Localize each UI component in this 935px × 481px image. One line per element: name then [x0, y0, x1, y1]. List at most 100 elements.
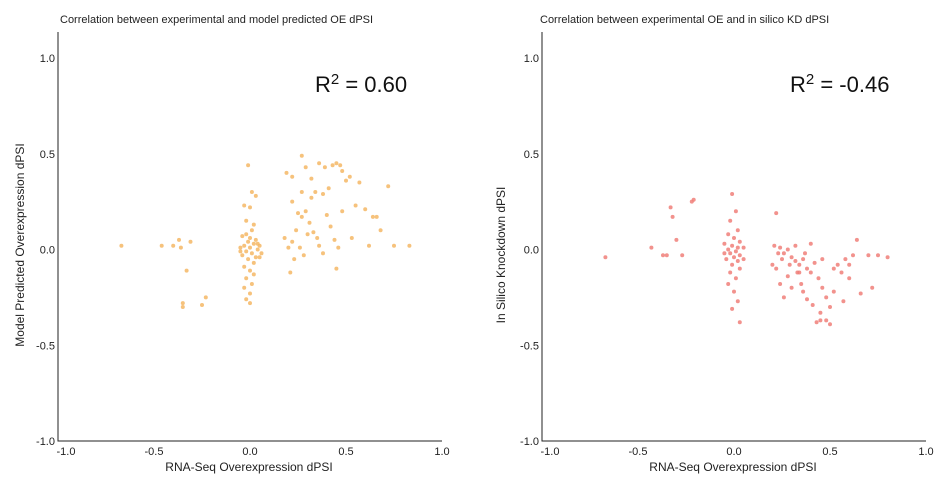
scatter-point: [303, 165, 308, 170]
x-tick-label: 1.0: [434, 446, 449, 458]
scatter-point: [805, 266, 809, 271]
scatter-point: [392, 243, 396, 248]
scatter-point: [248, 301, 252, 306]
scatter-point: [282, 236, 287, 240]
scatter-point: [370, 214, 375, 219]
scatter-point: [159, 243, 164, 248]
scatter-point: [311, 230, 316, 235]
scatter-point: [242, 264, 247, 269]
scatter-point: [315, 236, 320, 240]
scatter-point: [774, 211, 779, 216]
y-tick-label: 0.0: [524, 245, 539, 257]
scatter-point: [726, 232, 731, 237]
scatter-point: [334, 161, 339, 166]
scatter-point: [353, 203, 358, 208]
scatter-point: [292, 257, 297, 262]
scatter-point: [816, 276, 821, 281]
scatter-point: [317, 243, 322, 248]
r-squared-annotation: R2 = 0.60: [315, 71, 407, 97]
scatter-point: [238, 245, 243, 250]
scatter-point: [184, 268, 189, 273]
scatter-point: [253, 193, 258, 198]
scatter-point: [340, 209, 345, 214]
scatter-point: [309, 176, 314, 181]
chart-axes: [57, 32, 442, 442]
scatter-point: [854, 237, 859, 242]
scatter-point: [732, 236, 736, 240]
x-axis-label: RNA-Seq Overexpression dPSI: [165, 460, 332, 474]
scatter-point: [374, 214, 379, 219]
scatter-point: [772, 243, 777, 248]
scatter-point: [284, 170, 289, 175]
scatter-point: [251, 272, 256, 277]
scatter-point: [735, 228, 740, 233]
scatter-point: [737, 266, 742, 271]
scatter-point: [733, 249, 738, 254]
scatter-point: [728, 270, 733, 275]
scatter-point: [724, 257, 729, 262]
chart-panel-oe-kd: Correlation between experimental OE and …: [494, 14, 934, 474]
scatter-point: [824, 318, 829, 323]
scatter-point: [171, 243, 176, 248]
y-tick-label: 0.5: [40, 149, 55, 161]
scatter-point: [246, 163, 251, 168]
scatter-point: [841, 299, 846, 304]
scatter-point: [248, 268, 252, 273]
y-axis-label: In Silico Knockdown dPSI: [494, 187, 508, 324]
scatter-point: [805, 297, 809, 302]
scatter-point: [870, 285, 875, 290]
scatter-point: [820, 285, 825, 290]
scatter-point: [728, 218, 733, 223]
scatter-point: [785, 274, 790, 279]
scatter-point: [803, 251, 807, 256]
chart-title: Correlation between experimental and mod…: [60, 14, 373, 26]
scatter-point: [246, 239, 251, 244]
scatter-point: [313, 190, 318, 194]
scatter-point: [776, 251, 781, 256]
scatter-point: [330, 163, 335, 168]
scatter-point: [257, 255, 262, 260]
scatter-point: [787, 262, 792, 267]
y-tick-label: 1.0: [40, 53, 55, 65]
scatter-point: [735, 299, 740, 304]
y-tick-labels: -1.0 -0.5 0.0 0.5 1.0: [520, 53, 539, 448]
scatter-point: [299, 214, 304, 219]
scatter-point: [240, 253, 245, 258]
x-tick-label: -0.5: [145, 446, 164, 458]
y-tick-label: -0.5: [36, 340, 55, 352]
scatter-point: [240, 234, 245, 239]
x-tick-label: 0.0: [242, 446, 257, 458]
scatter-point: [244, 297, 249, 302]
x-axis-label: RNA-Seq Overexpression dPSI: [649, 460, 816, 474]
scatter-point: [244, 218, 249, 223]
scatter-point: [793, 243, 798, 248]
scatter-point: [737, 253, 742, 258]
chart-panel-oe-model: Correlation between experimental and mod…: [13, 14, 450, 474]
scatter-point: [326, 186, 331, 191]
scatter-point: [818, 318, 823, 323]
y-tick-label: -0.5: [520, 340, 539, 352]
scatter-point: [347, 174, 352, 179]
scatter-point: [294, 228, 299, 233]
scatter-point: [386, 184, 391, 189]
scatter-point: [321, 192, 325, 196]
scatter-point: [251, 241, 256, 246]
scatter-point: [797, 270, 802, 275]
scatter-point: [741, 257, 746, 262]
scatter-point: [866, 253, 871, 258]
x-tick-labels: -1.0 -0.5 0.0 0.5 1.0: [57, 446, 450, 458]
scatter-point: [824, 295, 829, 300]
scatter-point: [674, 237, 679, 242]
scatter-point: [812, 260, 817, 265]
scatter-point: [722, 241, 727, 246]
scatter-point: [324, 213, 329, 217]
scatter-point: [334, 266, 339, 271]
scatter-point: [255, 247, 260, 252]
scatter-point: [814, 320, 819, 325]
scatter-point: [248, 245, 252, 250]
scatter-point: [808, 241, 813, 246]
scatter-point: [344, 178, 348, 183]
scatter-point: [251, 222, 256, 227]
scatter-point: [321, 251, 325, 256]
